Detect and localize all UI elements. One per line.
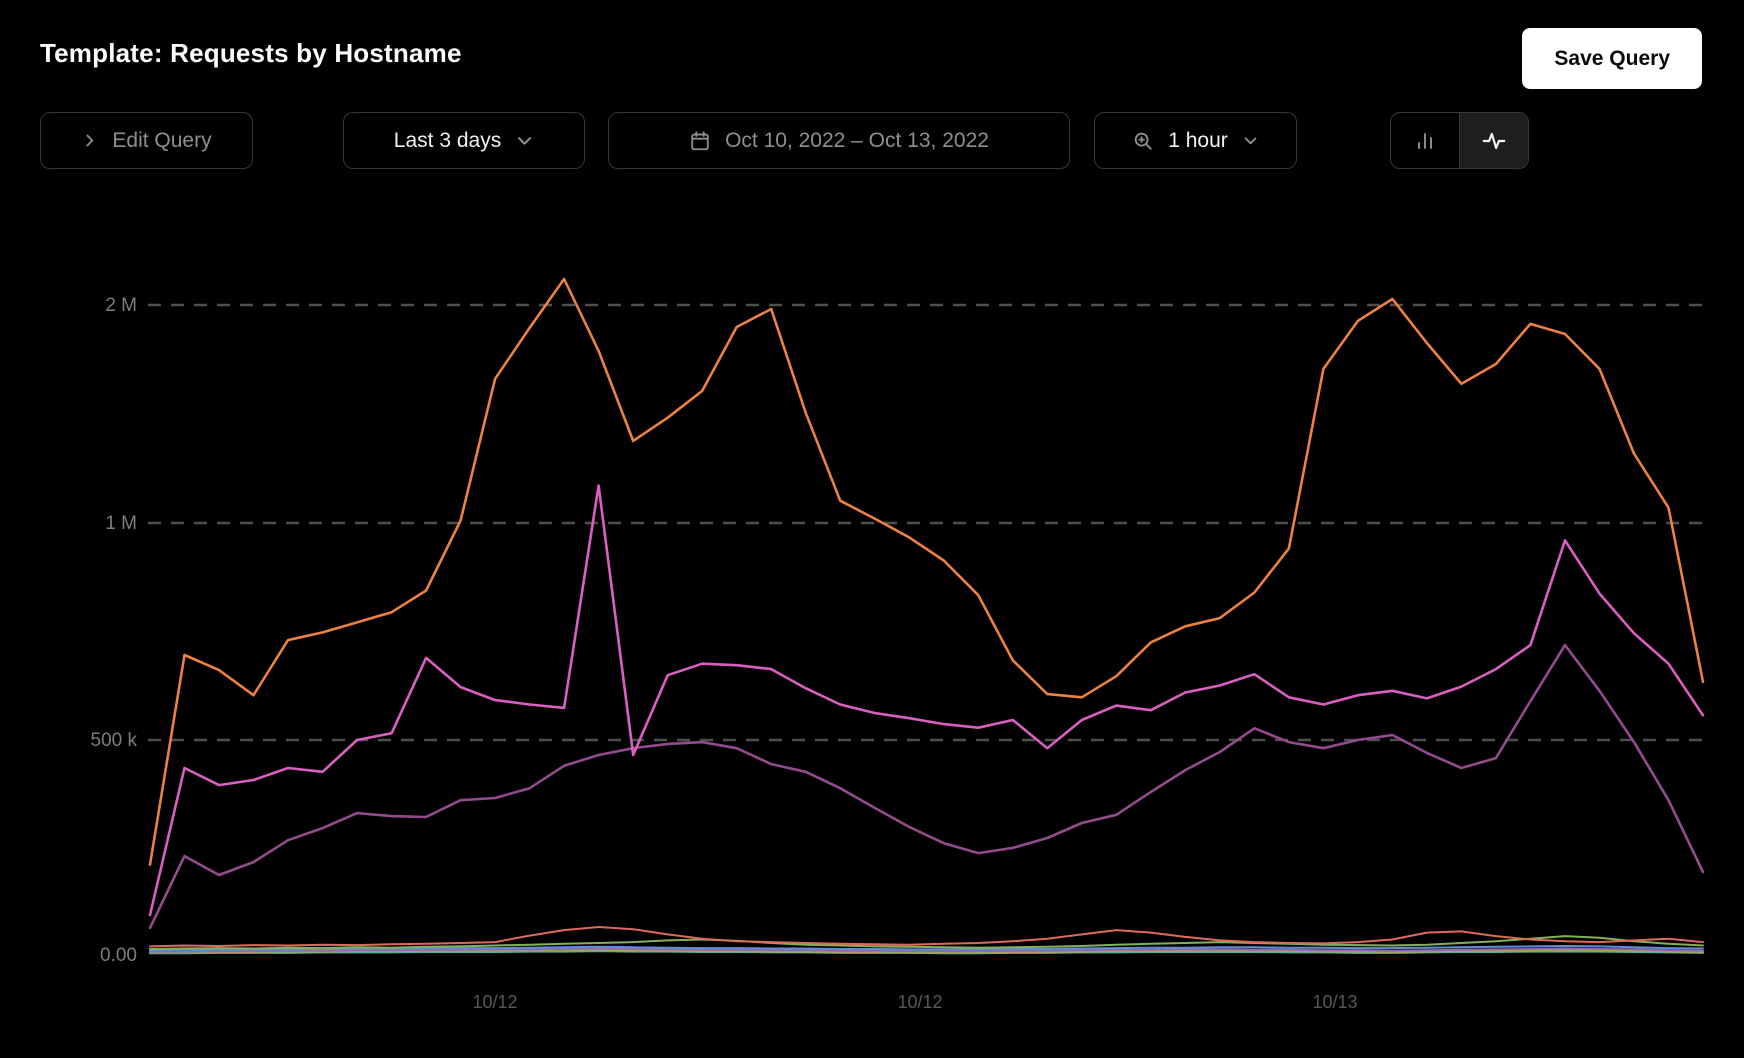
chart-type-bar-button[interactable] [1391,113,1460,168]
page-title: Template: Requests by Hostname [40,38,462,68]
edit-query-button[interactable]: Edit Query [40,112,253,169]
y-axis-tick-label: 500 k [91,730,138,751]
x-axis-tick-label: 10/12 [472,992,517,1012]
y-axis-tick-label: 1 M [105,513,137,534]
granularity-dropdown[interactable]: 1 hour [1094,112,1297,169]
chevron-right-icon [81,132,98,149]
date-range-label: Oct 10, 2022 – Oct 13, 2022 [725,128,989,152]
series-line-hostname-3 [148,643,1705,930]
granularity-label: 1 hour [1168,128,1228,152]
series-line-hostname-5 [149,935,1704,950]
activity-line-icon [1481,128,1507,154]
time-range-dropdown[interactable]: Last 3 days [343,112,585,169]
bar-chart-icon [1413,129,1437,153]
calendar-icon [689,130,711,152]
zoom-in-icon [1132,130,1154,152]
x-axis-tick-label: 10/12 [897,992,942,1012]
y-axis-tick-label: 2 M [105,295,137,316]
series-line-hostname-4 [149,926,1704,948]
chevron-down-icon [1242,132,1259,149]
chart-type-toggle [1390,112,1529,169]
save-query-button[interactable]: Save Query [1522,28,1702,89]
edit-query-label: Edit Query [112,128,212,152]
date-range-button[interactable]: Oct 10, 2022 – Oct 13, 2022 [608,112,1070,169]
toolbar: Edit Query Last 3 days Oct 10, 2022 – Oc… [0,112,1744,169]
y-axis-tick-label: 0.00 [100,945,137,966]
series-line-hostname-7 [149,947,1704,953]
series-line-hostname-2 [148,484,1705,917]
chevron-down-icon [515,131,534,150]
time-range-label: Last 3 days [393,128,502,152]
chart-type-line-button[interactable] [1460,113,1528,168]
series-line-hostname-1 [148,277,1705,867]
x-axis-tick-label: 10/13 [1312,992,1357,1012]
series-line-hostname-6 [149,945,1704,952]
